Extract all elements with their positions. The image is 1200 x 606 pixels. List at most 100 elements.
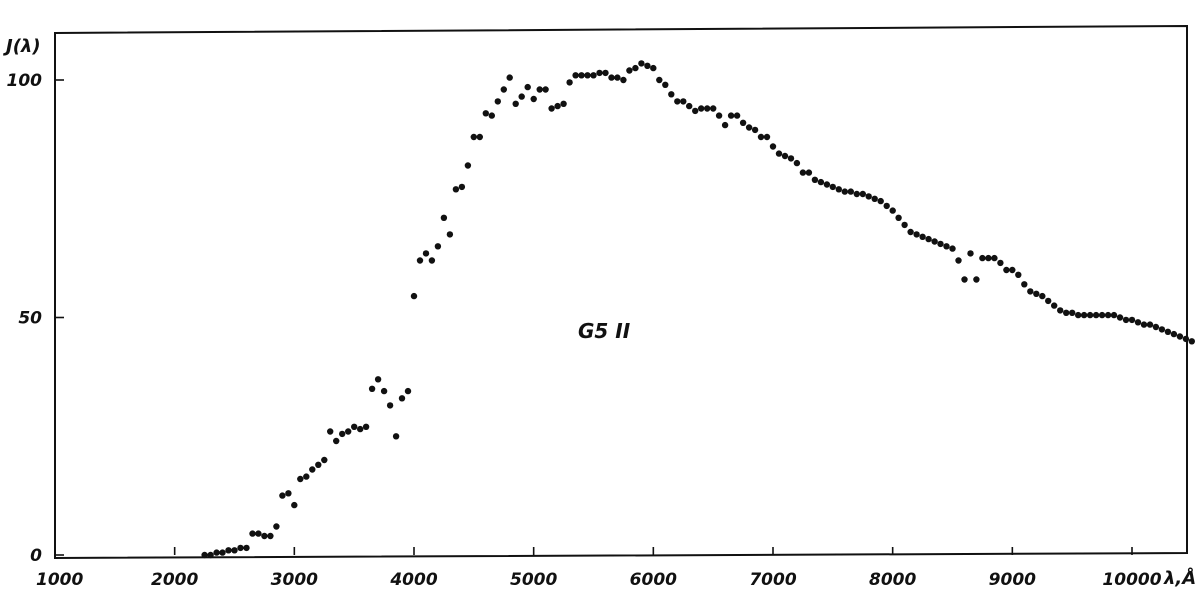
data-point	[692, 107, 699, 115]
data-point	[620, 76, 627, 84]
data-point	[1098, 311, 1106, 319]
data-point	[566, 79, 573, 86]
data-point	[1021, 281, 1028, 288]
x-tick-label: 6000	[630, 570, 677, 590]
data-point	[255, 530, 262, 537]
data-point	[698, 105, 705, 112]
data-point	[321, 456, 328, 464]
x-tick-label: 5000	[510, 570, 557, 590]
data-point	[1015, 271, 1022, 278]
data-point	[1051, 302, 1058, 309]
data-point	[494, 98, 501, 105]
data-point	[997, 259, 1004, 267]
data-point	[1122, 316, 1130, 324]
data-point	[434, 243, 442, 250]
data-point	[488, 112, 495, 119]
data-point	[1164, 328, 1172, 335]
data-point	[458, 183, 466, 191]
data-point	[955, 257, 962, 264]
data-point	[536, 86, 543, 93]
data-point	[1182, 335, 1190, 343]
data-point	[1128, 316, 1136, 324]
data-point	[1152, 323, 1160, 331]
data-point	[638, 60, 645, 67]
spectral-type-annotation: G5 II	[578, 319, 631, 343]
data-point	[961, 276, 968, 283]
y-tick-label: 50	[18, 309, 42, 329]
data-point	[261, 532, 268, 540]
data-point	[1092, 311, 1100, 319]
x-tick-label: 8000	[869, 570, 916, 590]
data-point	[1158, 326, 1166, 333]
data-point	[745, 124, 753, 131]
data-point	[327, 428, 334, 435]
data-point	[542, 86, 549, 93]
data-point	[895, 214, 902, 221]
data-point	[913, 231, 920, 238]
data-point	[1104, 311, 1112, 319]
data-point	[249, 530, 256, 537]
data-point	[680, 98, 687, 105]
y-tick-label: 0	[30, 546, 42, 566]
data-point	[871, 195, 878, 202]
data-point	[291, 501, 298, 509]
x-tick-label: 4000	[389, 570, 437, 590]
data-point	[787, 155, 795, 162]
data-point	[1039, 292, 1046, 300]
data-point	[632, 64, 639, 72]
data-point	[237, 544, 244, 552]
data-point	[739, 119, 747, 127]
data-point	[357, 425, 364, 433]
data-point	[805, 169, 813, 176]
data-point	[309, 466, 316, 473]
data-point	[668, 91, 675, 98]
data-point	[201, 551, 208, 559]
data-point	[560, 100, 567, 108]
data-point	[817, 178, 825, 186]
x-tick-label: 3000	[271, 570, 318, 590]
data-point	[967, 250, 974, 257]
data-point	[973, 276, 980, 283]
data-point	[859, 190, 866, 198]
data-point	[374, 376, 382, 383]
data-point	[554, 102, 561, 110]
data-point	[727, 112, 735, 119]
data-point	[901, 221, 908, 229]
data-point	[440, 214, 448, 221]
data-point	[662, 81, 669, 89]
data-point	[1003, 266, 1010, 274]
data-point	[219, 549, 226, 556]
data-point	[213, 549, 220, 556]
x-axis-label: λ,Å	[1163, 566, 1196, 589]
data-point	[225, 547, 232, 554]
data-point	[751, 126, 759, 134]
data-point	[943, 243, 950, 250]
data-point	[207, 551, 214, 559]
data-point	[715, 112, 723, 119]
data-point	[1140, 321, 1148, 328]
data-point	[704, 105, 711, 112]
data-point	[572, 72, 579, 79]
data-point	[793, 159, 801, 167]
data-point	[674, 98, 681, 105]
data-point	[991, 254, 998, 262]
data-point	[1033, 290, 1040, 297]
data-point	[1170, 330, 1178, 338]
plot-frame	[54, 24, 1188, 560]
data-point	[1086, 311, 1094, 319]
data-point	[931, 238, 938, 245]
data-point	[877, 197, 884, 205]
data-point	[1057, 307, 1064, 314]
data-point	[1063, 309, 1070, 316]
data-point	[847, 188, 854, 195]
data-point	[1045, 297, 1052, 305]
data-point	[763, 133, 771, 141]
data-point	[410, 292, 418, 300]
data-point	[416, 257, 424, 264]
data-point	[273, 523, 280, 530]
data-point	[548, 105, 555, 112]
data-point	[476, 133, 483, 141]
data-point	[315, 461, 322, 468]
data-point	[602, 69, 609, 77]
data-point	[1075, 311, 1082, 319]
